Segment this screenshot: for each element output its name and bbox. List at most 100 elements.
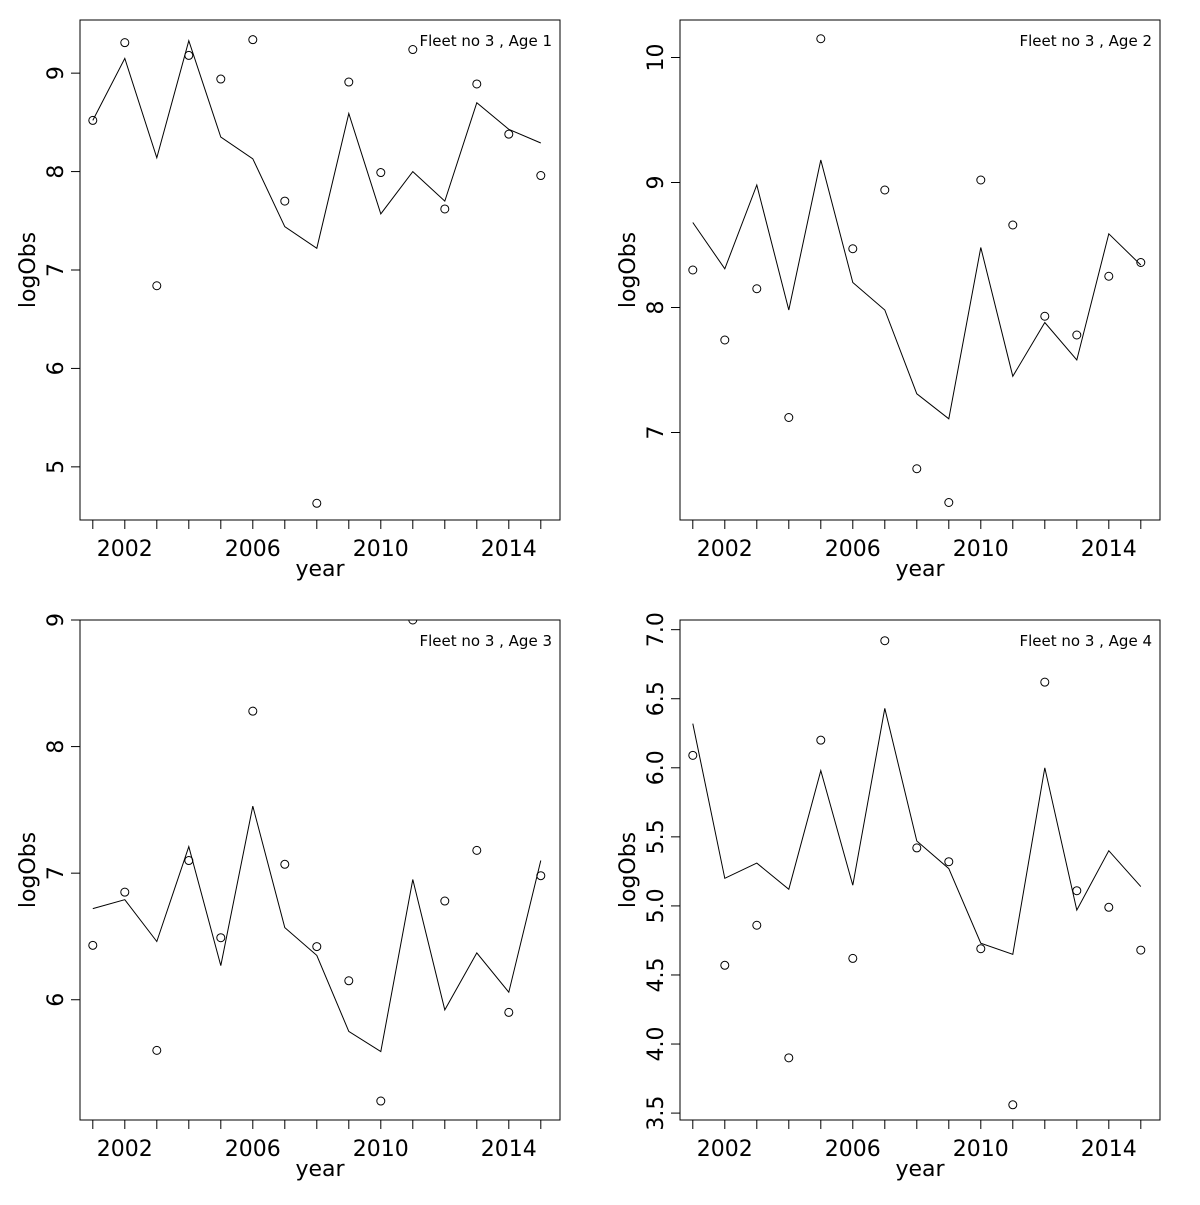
observed-point	[1104, 902, 1114, 912]
data-layer	[688, 34, 1146, 507]
observed-point	[976, 944, 986, 954]
y-tick-label: 5.5	[644, 819, 669, 854]
observed-point	[944, 498, 954, 507]
observed-point	[216, 933, 226, 943]
y-tick-label: 5.0	[644, 888, 669, 923]
x-tick-label: 2010	[353, 1137, 409, 1162]
observed-point	[1072, 330, 1082, 340]
observed-point	[784, 413, 794, 422]
observed-point	[1072, 886, 1082, 896]
x-tick-label: 2002	[697, 537, 753, 562]
observed-point	[248, 706, 258, 716]
observed-point	[848, 953, 858, 963]
plot-frame	[79, 19, 561, 521]
x-axis-label: year	[895, 557, 945, 582]
y-tick-label: 6	[44, 361, 69, 375]
observed-point	[912, 464, 922, 474]
y-axis-label: logObs	[616, 232, 641, 308]
x-tick-label: 2006	[825, 1137, 881, 1162]
observed-point	[1008, 220, 1018, 230]
x-tick-label: 2006	[825, 537, 881, 562]
observed-point	[88, 115, 98, 125]
fitted-line	[692, 708, 1142, 955]
x-tick-label: 2002	[697, 1137, 753, 1162]
observed-point	[1136, 258, 1146, 267]
x-tick-label: 2002	[97, 537, 153, 562]
x-tick-label: 2014	[1081, 537, 1137, 562]
chart-panel-4: 2002 2006 2010 2014 3.5 4.0 4.5 5.0 5.5 6.0 6.5 7.0…	[616, 612, 1161, 1182]
observed-point	[344, 77, 354, 87]
observed-point	[784, 1053, 794, 1063]
observed-point	[1008, 1100, 1018, 1110]
x-tick-label: 2014	[1081, 1137, 1137, 1162]
x-tick-label: 2010	[953, 1137, 1009, 1162]
observed-point	[152, 1045, 162, 1055]
observed-point	[816, 34, 826, 44]
observed-point	[1040, 677, 1050, 687]
x-axis-label: year	[295, 557, 345, 582]
x-axis-label: year	[895, 1157, 945, 1182]
y-tick-label: 8	[644, 301, 669, 315]
chart-panel-3: 2002 2006 2010 2014 6 7 8 9 year logObs Fleet no 3…	[16, 613, 561, 1182]
y-tick-label: 9	[44, 613, 69, 627]
y-tick-label: 5	[44, 460, 69, 474]
y-axis-label: logObs	[16, 232, 41, 308]
x-axis-label: year	[295, 1157, 345, 1182]
y-tick-label: 9	[644, 176, 669, 190]
fitted-line	[92, 38, 541, 250]
y-tick-label: 7	[44, 866, 69, 880]
observed-point	[816, 735, 826, 745]
observed-point	[88, 940, 98, 950]
observed-point	[880, 185, 890, 195]
observed-point	[688, 265, 698, 275]
observed-point	[976, 175, 986, 185]
data-layer	[88, 620, 546, 1106]
observed-point	[408, 45, 418, 55]
observed-point	[280, 859, 290, 869]
x-tick-label: 2010	[353, 537, 409, 562]
plot-frame	[679, 619, 1161, 1121]
chart-panel-2: 2002 2006 2010 2014 7 8 9 10 year logObs Fleet no …	[616, 19, 1161, 582]
observed-point	[1040, 311, 1050, 321]
y-tick-label: 9	[44, 66, 69, 80]
observed-point	[912, 843, 922, 853]
y-tick-label: 3.5	[644, 1096, 669, 1131]
x-tick-label: 2006	[225, 1137, 281, 1162]
y-tick-label: 7	[44, 263, 69, 277]
observed-point	[472, 79, 482, 89]
y-tick-label: 4.5	[644, 957, 669, 992]
x-tick-label: 2014	[481, 537, 537, 562]
observed-point	[376, 168, 386, 178]
x-tick-label: 2006	[225, 537, 281, 562]
y-tick-label: 6	[44, 993, 69, 1007]
fitted-line	[92, 805, 542, 1053]
observed-point	[752, 284, 762, 294]
y-tick-label: 10	[644, 44, 669, 72]
observed-point	[1104, 271, 1114, 281]
observed-point	[720, 960, 730, 970]
panel-annotation: Fleet no 3 , Age 3	[419, 632, 552, 650]
panel-annotation: Fleet no 3 , Age 1	[419, 32, 552, 50]
panel-annotation: Fleet no 3 , Age 2	[1019, 32, 1152, 50]
observed-point	[472, 845, 482, 855]
x-tick-label: 2002	[97, 1137, 153, 1162]
observed-point	[312, 498, 322, 508]
x-tick-label: 2014	[481, 1137, 537, 1162]
observed-point	[248, 35, 258, 45]
observed-point	[848, 244, 858, 254]
observed-point	[944, 857, 954, 867]
y-tick-label: 7	[644, 426, 669, 440]
y-tick-label: 6.0	[644, 750, 669, 785]
observed-point	[504, 1007, 514, 1017]
y-tick-label: 7.0	[644, 612, 669, 647]
observed-point	[1136, 945, 1146, 955]
observed-point	[152, 281, 162, 291]
observed-point	[440, 204, 450, 214]
plot-frame	[79, 619, 561, 1121]
observed-point	[408, 620, 418, 625]
observed-point	[120, 38, 130, 48]
observed-point	[720, 335, 730, 345]
y-tick-label: 6.5	[644, 681, 669, 716]
